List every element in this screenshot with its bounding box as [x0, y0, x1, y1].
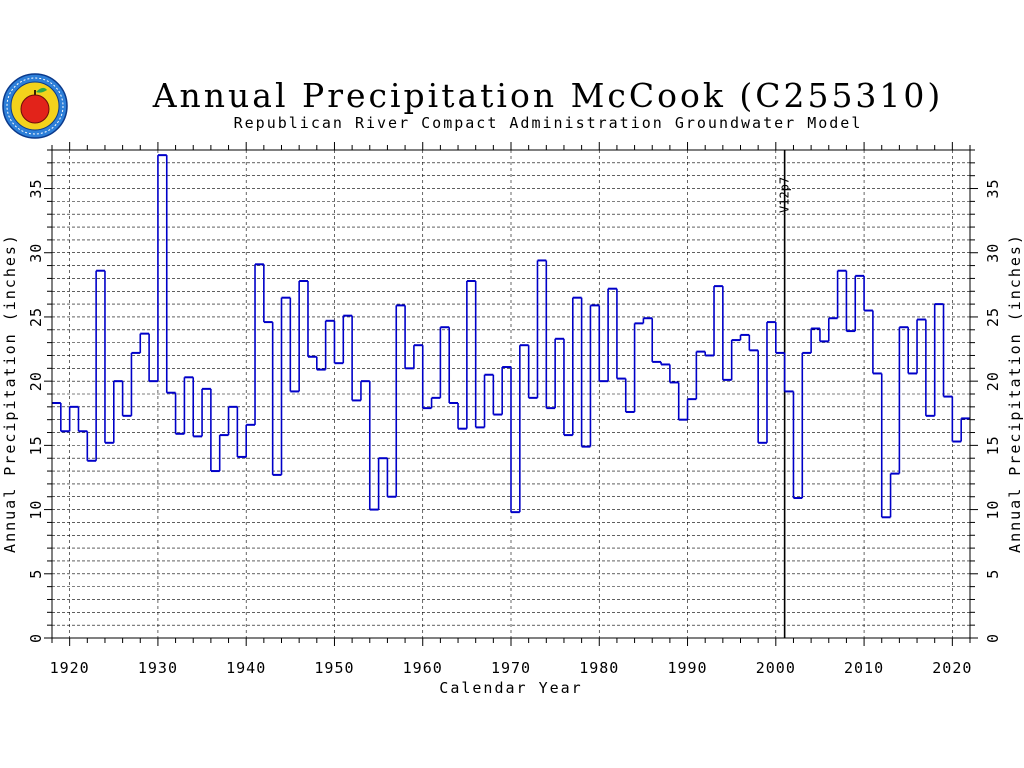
chart-title: Annual Precipitation McCook (C255310)	[152, 76, 944, 115]
series-group	[52, 154, 970, 519]
y-tick-label-left: 25	[27, 307, 45, 327]
y-tick-label-left: 5	[27, 569, 45, 579]
x-tick-label: 1930	[138, 659, 178, 677]
chart-subtitle: Republican River Compact Administration …	[234, 114, 863, 132]
x-tick-label: 2000	[756, 659, 796, 677]
axis-ticks	[44, 142, 978, 646]
y-tick-label-left: 30	[27, 243, 45, 263]
y-tick-label-left: 10	[27, 500, 45, 520]
y-tick-label-right: 20	[984, 371, 1002, 391]
model-marker: V12p7	[778, 150, 792, 638]
y-tick-label-right: 10	[984, 500, 1002, 520]
y-tick-label-left: 35	[27, 178, 45, 198]
y-tick-label-right: 25	[984, 307, 1002, 327]
y-tick-label-right: 35	[984, 178, 1002, 198]
y-tick-label-left: 20	[27, 371, 45, 391]
y-tick-label-left: 0	[27, 633, 45, 643]
y-tick-label-right: 15	[984, 435, 1002, 455]
y-tick-label-right: 0	[984, 633, 1002, 643]
x-tick-label: 1960	[403, 659, 443, 677]
x-tick-label: 1970	[491, 659, 531, 677]
x-tick-label: 1920	[50, 659, 90, 677]
rrca-logo	[2, 73, 68, 139]
x-tick-label: 1990	[667, 659, 707, 677]
y-tick-label-left: 15	[27, 435, 45, 455]
x-tick-label: 1980	[579, 659, 619, 677]
x-tick-label: 2020	[932, 659, 972, 677]
x-axis-label: Calendar Year	[439, 679, 582, 697]
marker-label: V12p7	[778, 177, 792, 213]
x-tick-label: 2010	[844, 659, 884, 677]
y-axis-label-right: Annual Precipitation (inches)	[1006, 233, 1024, 553]
y-axis-label-left: Annual Precipitation (inches)	[1, 233, 19, 553]
x-tick-label: 1950	[314, 659, 354, 677]
y-tick-label-right: 5	[984, 569, 1002, 579]
y-tick-label-right: 30	[984, 243, 1002, 263]
grid-lines	[52, 150, 970, 638]
x-tick-label: 1940	[226, 659, 266, 677]
